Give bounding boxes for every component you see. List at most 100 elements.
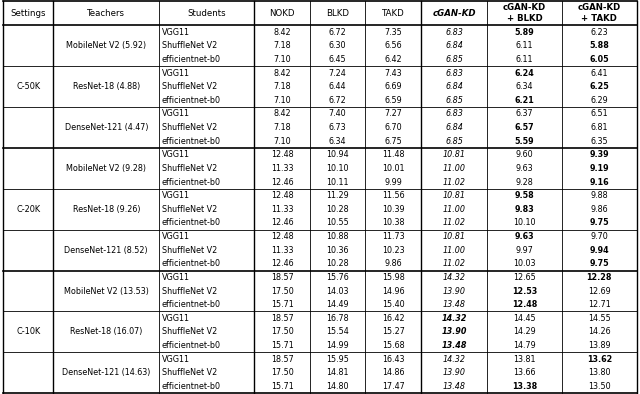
Text: 14.81: 14.81 <box>326 368 349 377</box>
Text: 14.96: 14.96 <box>382 286 404 296</box>
Text: 16.78: 16.78 <box>326 314 349 323</box>
Text: 14.80: 14.80 <box>326 382 349 391</box>
Text: C-10K: C-10K <box>16 327 40 336</box>
Text: 6.69: 6.69 <box>385 82 402 91</box>
Text: 6.57: 6.57 <box>515 123 534 132</box>
Text: 6.73: 6.73 <box>329 123 346 132</box>
Text: 14.32: 14.32 <box>441 314 467 323</box>
Text: 11.48: 11.48 <box>382 150 404 159</box>
Text: 10.28: 10.28 <box>326 205 349 214</box>
Text: 11.02: 11.02 <box>442 178 465 186</box>
Text: efficientnet-b0: efficientnet-b0 <box>162 382 221 391</box>
Text: Students: Students <box>188 9 226 18</box>
Text: TAKD: TAKD <box>382 9 404 18</box>
Text: 15.95: 15.95 <box>326 355 349 364</box>
Text: 13.80: 13.80 <box>588 368 611 377</box>
Text: 12.48: 12.48 <box>271 232 293 241</box>
Text: efficientnet-b0: efficientnet-b0 <box>162 341 221 350</box>
Text: 7.10: 7.10 <box>273 55 291 64</box>
Text: 11.00: 11.00 <box>442 205 465 214</box>
Text: 6.37: 6.37 <box>516 110 533 118</box>
Text: ShuffleNet V2: ShuffleNet V2 <box>162 164 217 173</box>
Text: 7.43: 7.43 <box>385 69 402 78</box>
Text: 11.02: 11.02 <box>442 259 465 268</box>
Text: 12.48: 12.48 <box>512 300 537 309</box>
Text: 5.88: 5.88 <box>589 41 609 50</box>
Text: Settings: Settings <box>11 9 46 18</box>
Text: cGAN-KD: cGAN-KD <box>432 9 476 18</box>
Text: 10.55: 10.55 <box>326 218 349 227</box>
Text: 16.42: 16.42 <box>382 314 404 323</box>
Text: cGAN-KD
+ TAKD: cGAN-KD + TAKD <box>578 4 621 23</box>
Text: ShuffleNet V2: ShuffleNet V2 <box>162 245 217 255</box>
Text: 6.11: 6.11 <box>516 41 533 50</box>
Text: 10.36: 10.36 <box>326 245 349 255</box>
Text: 6.34: 6.34 <box>329 137 346 146</box>
Text: 7.35: 7.35 <box>384 28 402 37</box>
Text: VGG11: VGG11 <box>162 314 189 323</box>
Text: 11.33: 11.33 <box>271 245 293 255</box>
Text: 9.86: 9.86 <box>591 205 608 214</box>
Text: 11.00: 11.00 <box>442 164 465 173</box>
Text: 8.42: 8.42 <box>273 28 291 37</box>
Text: 9.97: 9.97 <box>515 245 533 255</box>
Text: 6.85: 6.85 <box>445 55 463 64</box>
Text: 10.10: 10.10 <box>513 218 536 227</box>
Text: 7.10: 7.10 <box>273 96 291 105</box>
Text: 9.19: 9.19 <box>589 164 609 173</box>
Text: 10.38: 10.38 <box>382 218 404 227</box>
Text: VGG11: VGG11 <box>162 191 189 200</box>
Text: 7.27: 7.27 <box>384 110 402 118</box>
Text: 11.33: 11.33 <box>271 205 293 214</box>
Text: 10.88: 10.88 <box>326 232 349 241</box>
Text: 13.48: 13.48 <box>442 382 465 391</box>
Text: 17.47: 17.47 <box>382 382 404 391</box>
Text: 11.73: 11.73 <box>382 232 404 241</box>
Text: VGG11: VGG11 <box>162 69 189 78</box>
Text: ShuffleNet V2: ShuffleNet V2 <box>162 82 217 91</box>
Text: VGG11: VGG11 <box>162 110 189 118</box>
Text: Teachers: Teachers <box>87 9 125 18</box>
Text: 15.27: 15.27 <box>381 327 404 336</box>
Text: 12.71: 12.71 <box>588 300 611 309</box>
Text: 9.39: 9.39 <box>589 150 609 159</box>
Text: 6.83: 6.83 <box>445 28 463 37</box>
Text: 9.99: 9.99 <box>384 178 402 186</box>
Text: 14.32: 14.32 <box>442 273 465 282</box>
Text: 6.45: 6.45 <box>329 55 346 64</box>
Text: 9.88: 9.88 <box>591 191 608 200</box>
Text: 10.39: 10.39 <box>382 205 404 214</box>
Text: 18.57: 18.57 <box>271 355 294 364</box>
Text: 6.24: 6.24 <box>515 69 534 78</box>
Text: 18.57: 18.57 <box>271 314 294 323</box>
Text: 12.65: 12.65 <box>513 273 536 282</box>
Text: efficientnet-b0: efficientnet-b0 <box>162 55 221 64</box>
Text: 15.71: 15.71 <box>271 300 294 309</box>
Text: 9.75: 9.75 <box>589 259 609 268</box>
Text: 12.48: 12.48 <box>271 191 293 200</box>
Text: 6.59: 6.59 <box>384 96 402 105</box>
Text: 6.41: 6.41 <box>591 69 608 78</box>
Text: 9.94: 9.94 <box>589 245 609 255</box>
Text: 10.81: 10.81 <box>442 191 465 200</box>
Text: 11.33: 11.33 <box>271 164 293 173</box>
Text: 13.90: 13.90 <box>441 327 467 336</box>
Text: 13.50: 13.50 <box>588 382 611 391</box>
Text: 6.84: 6.84 <box>445 123 463 132</box>
Text: 13.48: 13.48 <box>442 300 465 309</box>
Text: ShuffleNet V2: ShuffleNet V2 <box>162 327 217 336</box>
Text: ShuffleNet V2: ShuffleNet V2 <box>162 205 217 214</box>
Text: 13.62: 13.62 <box>587 355 612 364</box>
Text: efficientnet-b0: efficientnet-b0 <box>162 300 221 309</box>
Text: MobileNet V2 (9.28): MobileNet V2 (9.28) <box>67 164 147 173</box>
Text: 15.54: 15.54 <box>326 327 349 336</box>
Text: VGG11: VGG11 <box>162 273 189 282</box>
Text: ResNet-18 (9.26): ResNet-18 (9.26) <box>72 205 140 214</box>
Text: ShuffleNet V2: ShuffleNet V2 <box>162 123 217 132</box>
Text: C-50K: C-50K <box>16 82 40 91</box>
Text: 17.50: 17.50 <box>271 368 294 377</box>
Text: 11.00: 11.00 <box>442 245 465 255</box>
Text: VGG11: VGG11 <box>162 150 189 159</box>
Text: 6.05: 6.05 <box>589 55 609 64</box>
Text: efficientnet-b0: efficientnet-b0 <box>162 178 221 186</box>
